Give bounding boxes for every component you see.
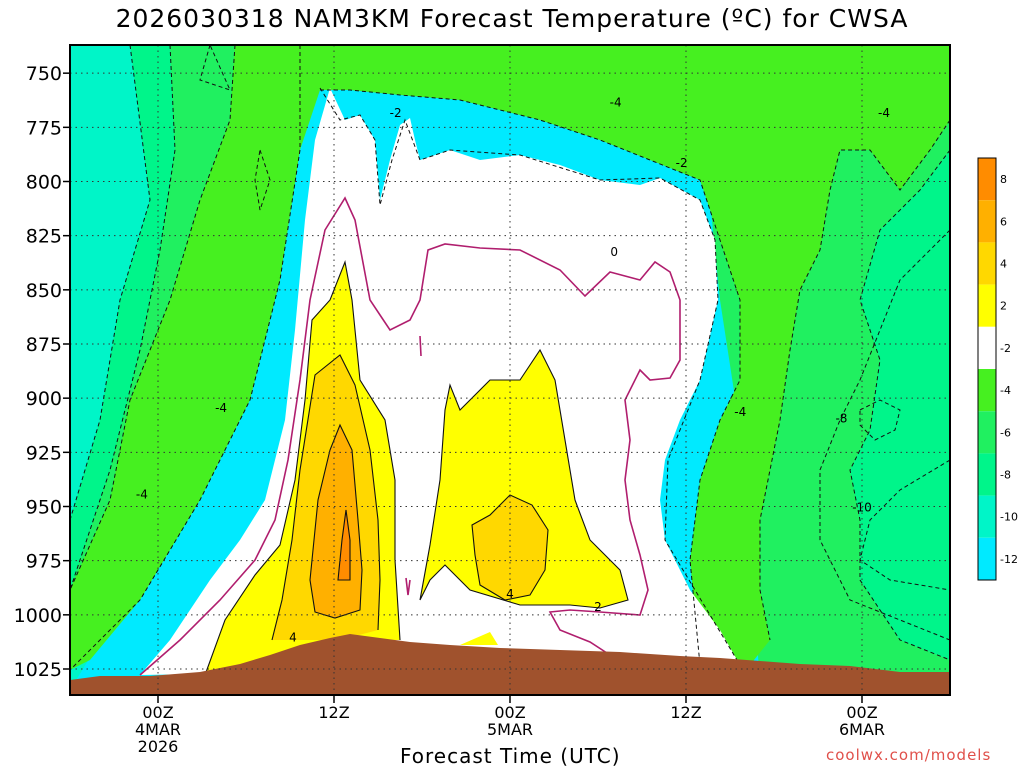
colorbar-label: -10 xyxy=(1000,511,1018,524)
contour-label: 0 xyxy=(610,245,618,259)
colorbar-swatch xyxy=(978,284,996,327)
region-cold-4 xyxy=(70,45,950,670)
x-tick-label: 2026 xyxy=(138,737,179,756)
colorbar-frame xyxy=(977,157,997,581)
x-tick-label: 12Z xyxy=(318,703,349,722)
contour-label: 2 xyxy=(594,600,602,614)
colorbar-swatch xyxy=(978,411,996,454)
colorbar-swatch xyxy=(978,453,996,496)
y-tick-label: 900 xyxy=(26,388,62,410)
contour-label: -4 xyxy=(878,106,890,120)
grid-lines xyxy=(70,45,950,695)
contour-label: -2 xyxy=(390,106,402,120)
region-warm-4-center xyxy=(472,495,548,600)
x-tick-label: 00Z xyxy=(142,703,173,722)
chart-title: 2026030318 NAM3KM Forecast Temperature (… xyxy=(115,4,909,33)
y-tick-label: 825 xyxy=(26,226,62,248)
colorbar-swatch xyxy=(978,200,996,243)
x-tick-label: 5MAR xyxy=(487,720,533,739)
colorbar-swatch xyxy=(978,369,996,412)
terrain-ground xyxy=(70,634,950,695)
colorbar-swatch xyxy=(978,495,996,538)
contour-label: -4 xyxy=(215,401,227,415)
colorbar-swatch xyxy=(978,242,996,285)
x-tick-label: 00Z xyxy=(494,703,525,722)
y-tick-label: 750 xyxy=(26,63,62,85)
y-tick-label: 775 xyxy=(26,117,62,139)
contour-labels: -2 -4 -4 -2 0 -4 -4 -4 -8 -10 4 2 4 xyxy=(136,95,890,645)
region-warm-2-center xyxy=(420,350,628,608)
colorbar-swatch xyxy=(978,326,996,369)
y-tick-label: 925 xyxy=(26,442,62,464)
x-axis-title: Forecast Time (UTC) xyxy=(400,744,621,768)
colorbar-label: -2 xyxy=(1000,342,1011,355)
y-tick-label: 1000 xyxy=(14,605,62,627)
y-tick-label: 950 xyxy=(26,497,62,519)
colorbar-swatch xyxy=(978,537,996,580)
colorbar-label: -6 xyxy=(1000,426,1011,439)
colorbar-label: -12 xyxy=(1000,553,1018,566)
y-tick-label: 850 xyxy=(26,280,62,302)
contour-label: -4 xyxy=(136,488,148,502)
contour-label: -8 xyxy=(835,412,847,426)
x-tick-label: 00Z xyxy=(846,703,877,722)
contour-label: 4 xyxy=(289,631,297,645)
contour-label: -4 xyxy=(734,405,746,419)
contour-label: 4 xyxy=(506,587,514,601)
y-tick-label: 875 xyxy=(26,334,62,356)
source-credit[interactable]: coolwx.com/models xyxy=(826,746,992,764)
colorbar-label: 8 xyxy=(1000,173,1007,186)
region-warm-8 xyxy=(338,510,350,580)
colorbar-label: 4 xyxy=(1000,258,1007,271)
colorbar-label: -8 xyxy=(1000,469,1011,482)
y-tick-label: 1025 xyxy=(14,659,62,681)
contour-label: -2 xyxy=(676,156,688,170)
x-tick-label: 4MAR xyxy=(135,720,181,739)
zero-contour-left xyxy=(139,196,681,676)
contour-label: -4 xyxy=(610,95,622,109)
dashed-contours xyxy=(70,45,950,671)
x-tick-label: 6MAR xyxy=(839,720,885,739)
contour-label: -10 xyxy=(852,501,872,515)
x-tick-label: 12Z xyxy=(670,703,701,722)
warm-contours xyxy=(204,260,629,676)
colorbar-label: 2 xyxy=(1000,300,1007,313)
colorbar-label: 6 xyxy=(1000,215,1007,228)
y-axis: 750 775 800 825 850 875 900 925 950 975 1000 1025 xyxy=(14,63,70,681)
y-tick-label: 800 xyxy=(26,172,62,194)
plot-area: -2 -4 -4 -2 0 -4 -4 -4 -8 -10 4 2 4 xyxy=(70,45,950,695)
zero-contour-small xyxy=(405,335,422,596)
colorbar-legend: 8 6 4 2 -2 -4 -6 -8 -10 -12 xyxy=(977,157,1018,581)
region-warm-2-bottom xyxy=(460,632,498,645)
colorbar-label: -4 xyxy=(1000,384,1011,397)
colorbar-swatch xyxy=(978,158,996,201)
y-tick-label: 975 xyxy=(26,551,62,573)
